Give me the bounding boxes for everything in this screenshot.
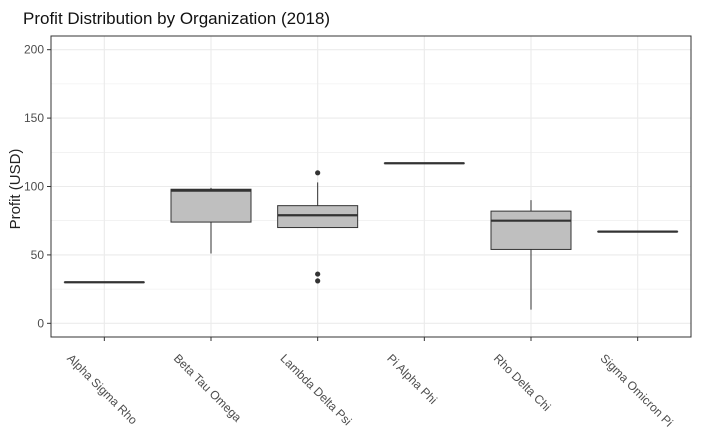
box-layer — [64, 163, 677, 309]
x-tick-label: Alpha Sigma Rho — [64, 351, 140, 427]
axis-layer: 0 50 100 150 200 Alpha Sigma Rho Beta Tau Omeg… — [24, 36, 691, 430]
y-tick-label: 200 — [24, 43, 44, 57]
y-tick-label: 150 — [24, 111, 44, 125]
outlier-point — [315, 170, 320, 175]
box-body — [278, 206, 358, 228]
y-tick-label: 0 — [37, 316, 44, 330]
x-tick-label: Sigma Omicron Pi — [598, 351, 676, 429]
outlier-point — [315, 278, 320, 283]
y-tick-label: 100 — [24, 180, 44, 194]
outlier-point — [315, 271, 320, 276]
box-body — [491, 211, 571, 249]
grid-layer — [51, 36, 691, 337]
x-tick-label: Pi Alpha Phi — [384, 351, 440, 407]
y-tick-label: 50 — [31, 248, 45, 262]
box-beta-tau-omega — [171, 188, 251, 254]
x-tick-label: Beta Tau Omega — [171, 351, 245, 425]
x-tick-label: Lambda Delta Psi — [278, 351, 355, 428]
chart-title: Profit Distribution by Organization (201… — [23, 9, 330, 29]
y-axis-label: Profit (USD) — [7, 149, 24, 230]
box-body — [171, 189, 251, 222]
x-tick-label: Rho Delta Chi — [491, 351, 554, 414]
